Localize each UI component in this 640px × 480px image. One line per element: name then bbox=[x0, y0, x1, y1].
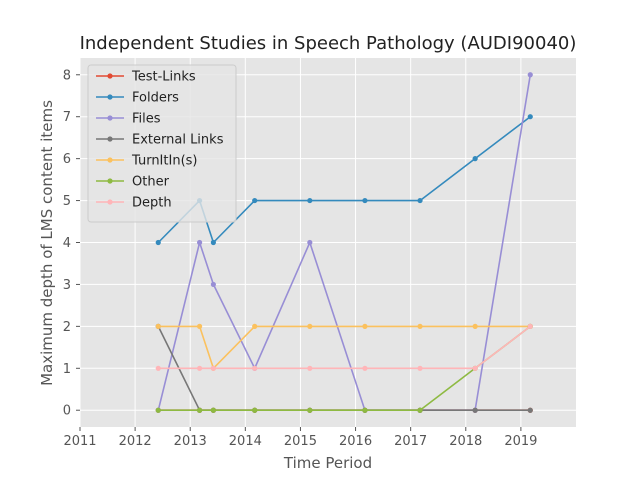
data-point-folders bbox=[472, 156, 478, 162]
data-point-files bbox=[210, 281, 216, 288]
data-point-folders bbox=[155, 239, 161, 246]
x-tick-label: 2017 bbox=[394, 434, 427, 449]
series-group bbox=[155, 72, 533, 413]
data-point-files bbox=[307, 239, 313, 246]
y-tick-label: 6 bbox=[63, 152, 71, 167]
x-axis-ticks: 2011 2012 2013 2014 2015 2016 2017 2018 2019 bbox=[63, 427, 537, 449]
data-point-external-links bbox=[472, 407, 478, 413]
chart-title: Independent Studies in Speech Pathology … bbox=[80, 33, 577, 54]
data-point-other bbox=[210, 407, 216, 413]
x-tick-label: 2012 bbox=[119, 434, 152, 449]
legend-marker-turnitin-s bbox=[107, 157, 113, 163]
legend-box bbox=[87, 64, 237, 223]
y-tick-label: 5 bbox=[63, 194, 71, 209]
legend-label-folders: Folders bbox=[132, 91, 179, 106]
data-point-folders bbox=[527, 114, 533, 120]
x-tick-label: 2011 bbox=[63, 434, 96, 449]
data-point-turnitin-s bbox=[252, 323, 258, 329]
legend-label-external-links: External Links bbox=[132, 133, 224, 148]
data-point-turnitin-s bbox=[417, 323, 423, 329]
legend-marker-test-links bbox=[107, 73, 113, 79]
data-point-turnitin-s bbox=[362, 323, 368, 329]
data-point-depth bbox=[210, 365, 216, 371]
y-tick-label: 8 bbox=[63, 68, 71, 83]
y-tick-label: 2 bbox=[63, 320, 71, 335]
data-point-depth bbox=[417, 365, 423, 371]
legend: Test-Links Folders Files External Links Turn… bbox=[87, 64, 237, 223]
data-point-other bbox=[307, 407, 313, 413]
data-point-files bbox=[196, 239, 203, 246]
data-point-folders bbox=[362, 197, 368, 204]
legend-label-other: Other bbox=[132, 175, 170, 190]
legend-marker-depth bbox=[107, 199, 113, 205]
legend-marker-external-links bbox=[107, 136, 113, 142]
data-point-turnitin-s bbox=[196, 323, 203, 329]
data-point-other bbox=[196, 407, 203, 413]
x-axis-label: Time Period bbox=[283, 454, 372, 472]
data-point-turnitin-s bbox=[155, 323, 161, 329]
x-tick-label: 2018 bbox=[449, 434, 482, 449]
legend-label-files: Files bbox=[132, 112, 161, 127]
data-point-other bbox=[252, 407, 258, 413]
x-tick-label: 2014 bbox=[229, 434, 262, 449]
data-point-depth bbox=[196, 365, 203, 371]
legend-label-turnitin-s: TurnItIn(s) bbox=[131, 154, 197, 169]
legend-marker-files bbox=[107, 115, 113, 121]
y-tick-label: 0 bbox=[63, 404, 71, 419]
y-tick-label: 7 bbox=[63, 110, 71, 125]
legend-marker-folders bbox=[107, 94, 113, 100]
data-point-depth bbox=[472, 365, 478, 371]
series-other bbox=[155, 323, 533, 413]
data-point-turnitin-s bbox=[307, 323, 313, 329]
data-point-files bbox=[527, 72, 533, 78]
data-point-depth bbox=[527, 323, 533, 329]
data-point-folders bbox=[210, 239, 216, 246]
data-point-folders bbox=[307, 197, 313, 204]
data-point-depth bbox=[155, 365, 161, 371]
data-point-folders bbox=[252, 197, 258, 204]
data-point-folders bbox=[417, 197, 423, 204]
data-point-other bbox=[362, 407, 368, 413]
x-tick-label: 2013 bbox=[174, 434, 207, 449]
series-depth bbox=[155, 323, 533, 371]
y-axis-ticks: 0 1 2 3 4 5 6 7 8 bbox=[63, 68, 80, 419]
data-point-depth bbox=[252, 365, 258, 371]
x-tick-label: 2015 bbox=[284, 434, 317, 449]
y-tick-label: 3 bbox=[63, 278, 71, 293]
data-point-other bbox=[155, 407, 161, 413]
y-tick-label: 4 bbox=[63, 236, 71, 251]
legend-label-test-links: Test-Links bbox=[131, 70, 196, 85]
y-axis-label: Maximum depth of LMS content items bbox=[38, 100, 56, 386]
legend-marker-other bbox=[107, 178, 113, 184]
data-point-depth bbox=[362, 365, 368, 371]
data-point-depth bbox=[307, 365, 313, 371]
data-point-external-links bbox=[527, 407, 533, 413]
legend-label-depth: Depth bbox=[132, 196, 172, 211]
y-tick-label: 1 bbox=[63, 362, 71, 377]
x-tick-label: 2016 bbox=[339, 434, 372, 449]
data-point-turnitin-s bbox=[472, 323, 478, 329]
data-point-other bbox=[417, 407, 423, 413]
x-tick-label: 2019 bbox=[504, 434, 537, 449]
